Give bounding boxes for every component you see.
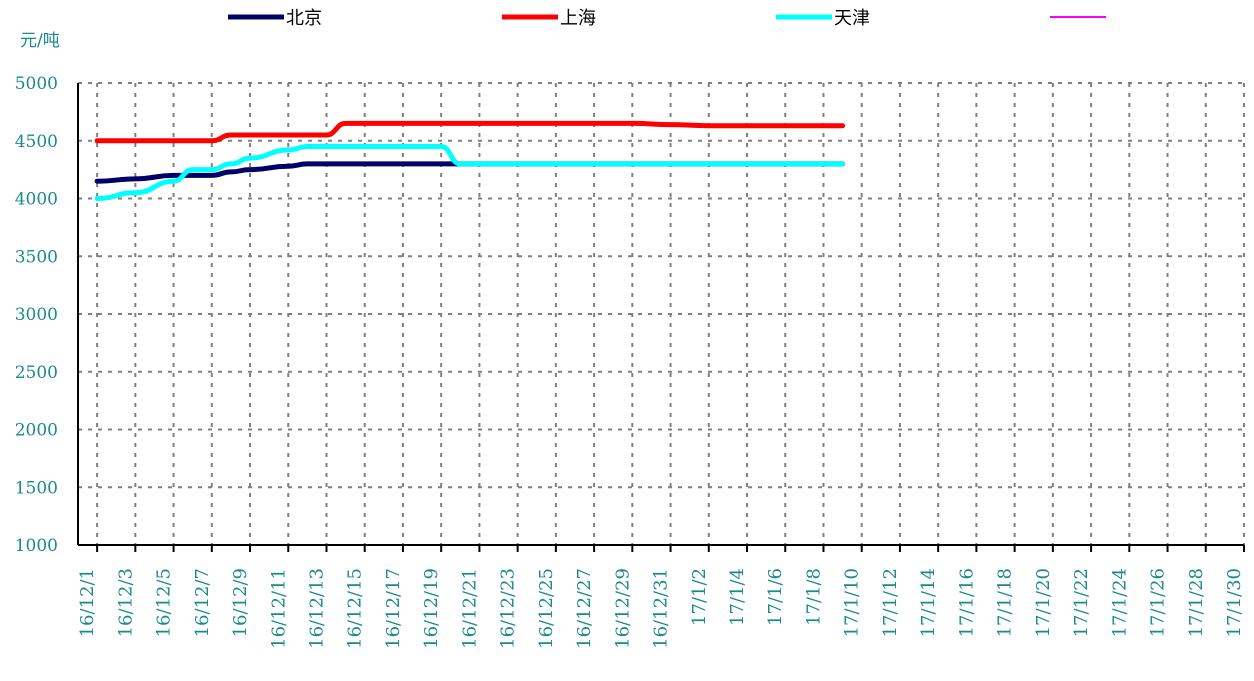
x-tick-label: 17/1/26 — [1148, 568, 1169, 637]
x-axis-ticks: 16/12/1 16/12/3 16/12/5 16/12/7 16/12/9 16/12… — [77, 545, 1245, 649]
x-tick-label: 17/1/30 — [1224, 568, 1245, 637]
x-tick-label: 16/12/19 — [421, 568, 442, 649]
axes — [77, 83, 1244, 546]
x-tick-label: 16/12/15 — [345, 568, 366, 649]
y-axis-ticks: 1000 1500 2000 2500 3000 3500 4000 4500 5000 — [15, 74, 58, 556]
x-tick-label: 16/12/13 — [306, 568, 327, 649]
y-tick-label: 3500 — [15, 247, 58, 267]
x-tick-label: 16/12/29 — [612, 568, 633, 649]
y-tick-label: 5000 — [15, 74, 58, 94]
x-tick-label: 17/1/12 — [880, 568, 901, 637]
x-tick-label: 17/1/4 — [727, 568, 748, 626]
x-tick-label: 16/12/7 — [192, 568, 213, 637]
x-tick-label: 16/12/9 — [230, 568, 251, 637]
x-tick-label: 16/12/23 — [498, 568, 519, 649]
x-tick-label: 16/12/1 — [77, 568, 98, 637]
y-tick-label: 1500 — [15, 478, 58, 498]
x-tick-label: 17/1/10 — [842, 568, 863, 637]
y-axis-unit-label: 元/吨 — [20, 31, 60, 51]
y-tick-label: 2000 — [15, 421, 58, 441]
x-tick-label: 16/12/11 — [268, 568, 289, 649]
x-tick-label: 16/12/5 — [154, 568, 175, 637]
series-line-1 — [94, 161, 846, 184]
x-tick-label: 16/12/31 — [651, 568, 672, 649]
legend-label-1: 北京 — [286, 8, 322, 29]
x-tick-label: 17/1/8 — [803, 568, 824, 626]
x-tick-label: 17/1/24 — [1109, 568, 1130, 637]
x-tick-label: 17/1/6 — [765, 568, 786, 626]
y-tick-label: 1000 — [15, 536, 58, 556]
series-line-2 — [94, 120, 846, 144]
x-tick-label: 16/12/3 — [115, 568, 136, 637]
y-tick-label: 4500 — [15, 132, 58, 152]
x-tick-label: 17/1/14 — [918, 568, 939, 637]
grid — [78, 82, 1245, 545]
series-line-3 — [94, 144, 846, 201]
x-tick-label: 17/1/16 — [956, 568, 977, 637]
y-tick-label: 3000 — [15, 305, 58, 325]
x-tick-label: 17/1/22 — [1071, 568, 1092, 637]
x-tick-label: 16/12/25 — [536, 568, 557, 649]
y-tick-label: 2500 — [15, 363, 58, 383]
x-tick-label: 17/1/2 — [689, 568, 710, 626]
legend-label-3: 天津 — [834, 8, 870, 29]
x-tick-label: 16/12/17 — [383, 568, 404, 649]
x-tick-label: 16/12/21 — [459, 568, 480, 649]
x-tick-label: 16/12/27 — [574, 568, 595, 649]
x-tick-label: 17/1/18 — [995, 568, 1016, 637]
y-tick-label: 4000 — [15, 190, 58, 210]
series-lines — [94, 120, 846, 201]
x-tick-label: 17/1/28 — [1186, 568, 1207, 637]
legend: 北京 上海 天津 — [228, 8, 1106, 29]
legend-label-2: 上海 — [560, 8, 596, 29]
x-tick-label: 17/1/20 — [1033, 568, 1054, 637]
